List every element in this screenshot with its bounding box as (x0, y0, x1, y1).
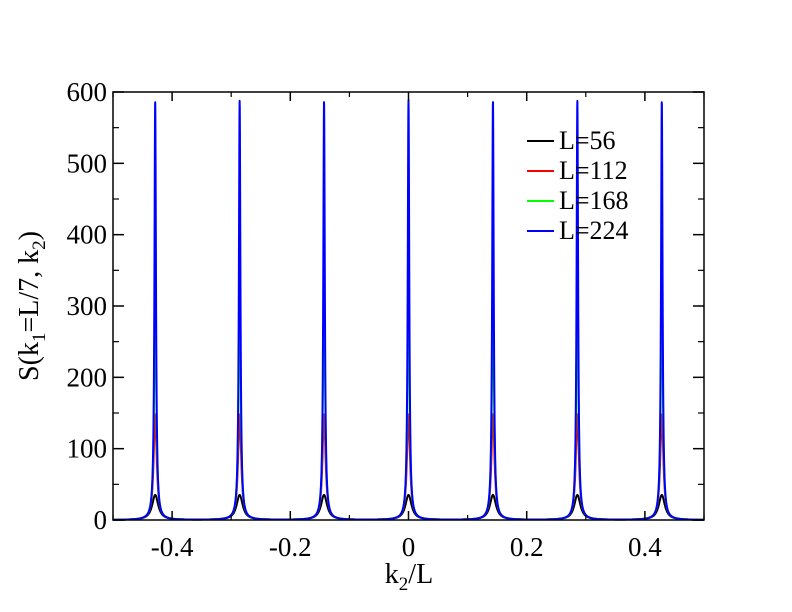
x-tick-label: 0.2 (510, 532, 544, 562)
y-tick-label: 0 (94, 505, 108, 535)
axis-ticks: -0.4 -0.2 0 0.2 0.4 0 100 200 300 400 500 600 (67, 77, 705, 562)
x-tick-label: -0.2 (269, 532, 312, 562)
legend-label: L=224 (559, 216, 629, 245)
y-tick-label: 100 (67, 434, 108, 464)
y-tick-label: 400 (67, 220, 108, 250)
legend-label: L=168 (559, 186, 629, 215)
y-tick-label: 200 (67, 362, 108, 392)
x-tick-label: -0.4 (151, 532, 194, 562)
y-tick-label: 300 (67, 291, 108, 321)
x-tick-label: 0.4 (628, 532, 662, 562)
x-tick-label: 0 (402, 532, 416, 562)
series-line-l-112 (112, 413, 705, 521)
x-axis-title: k2/L (385, 559, 433, 595)
y-tick-label: 600 (67, 77, 108, 107)
y-tick-label: 500 (67, 148, 108, 178)
legend-label: L=112 (559, 156, 628, 185)
legend-label: L=56 (559, 126, 616, 155)
y-axis-title: S(k1=L/7, k2) (14, 231, 50, 381)
